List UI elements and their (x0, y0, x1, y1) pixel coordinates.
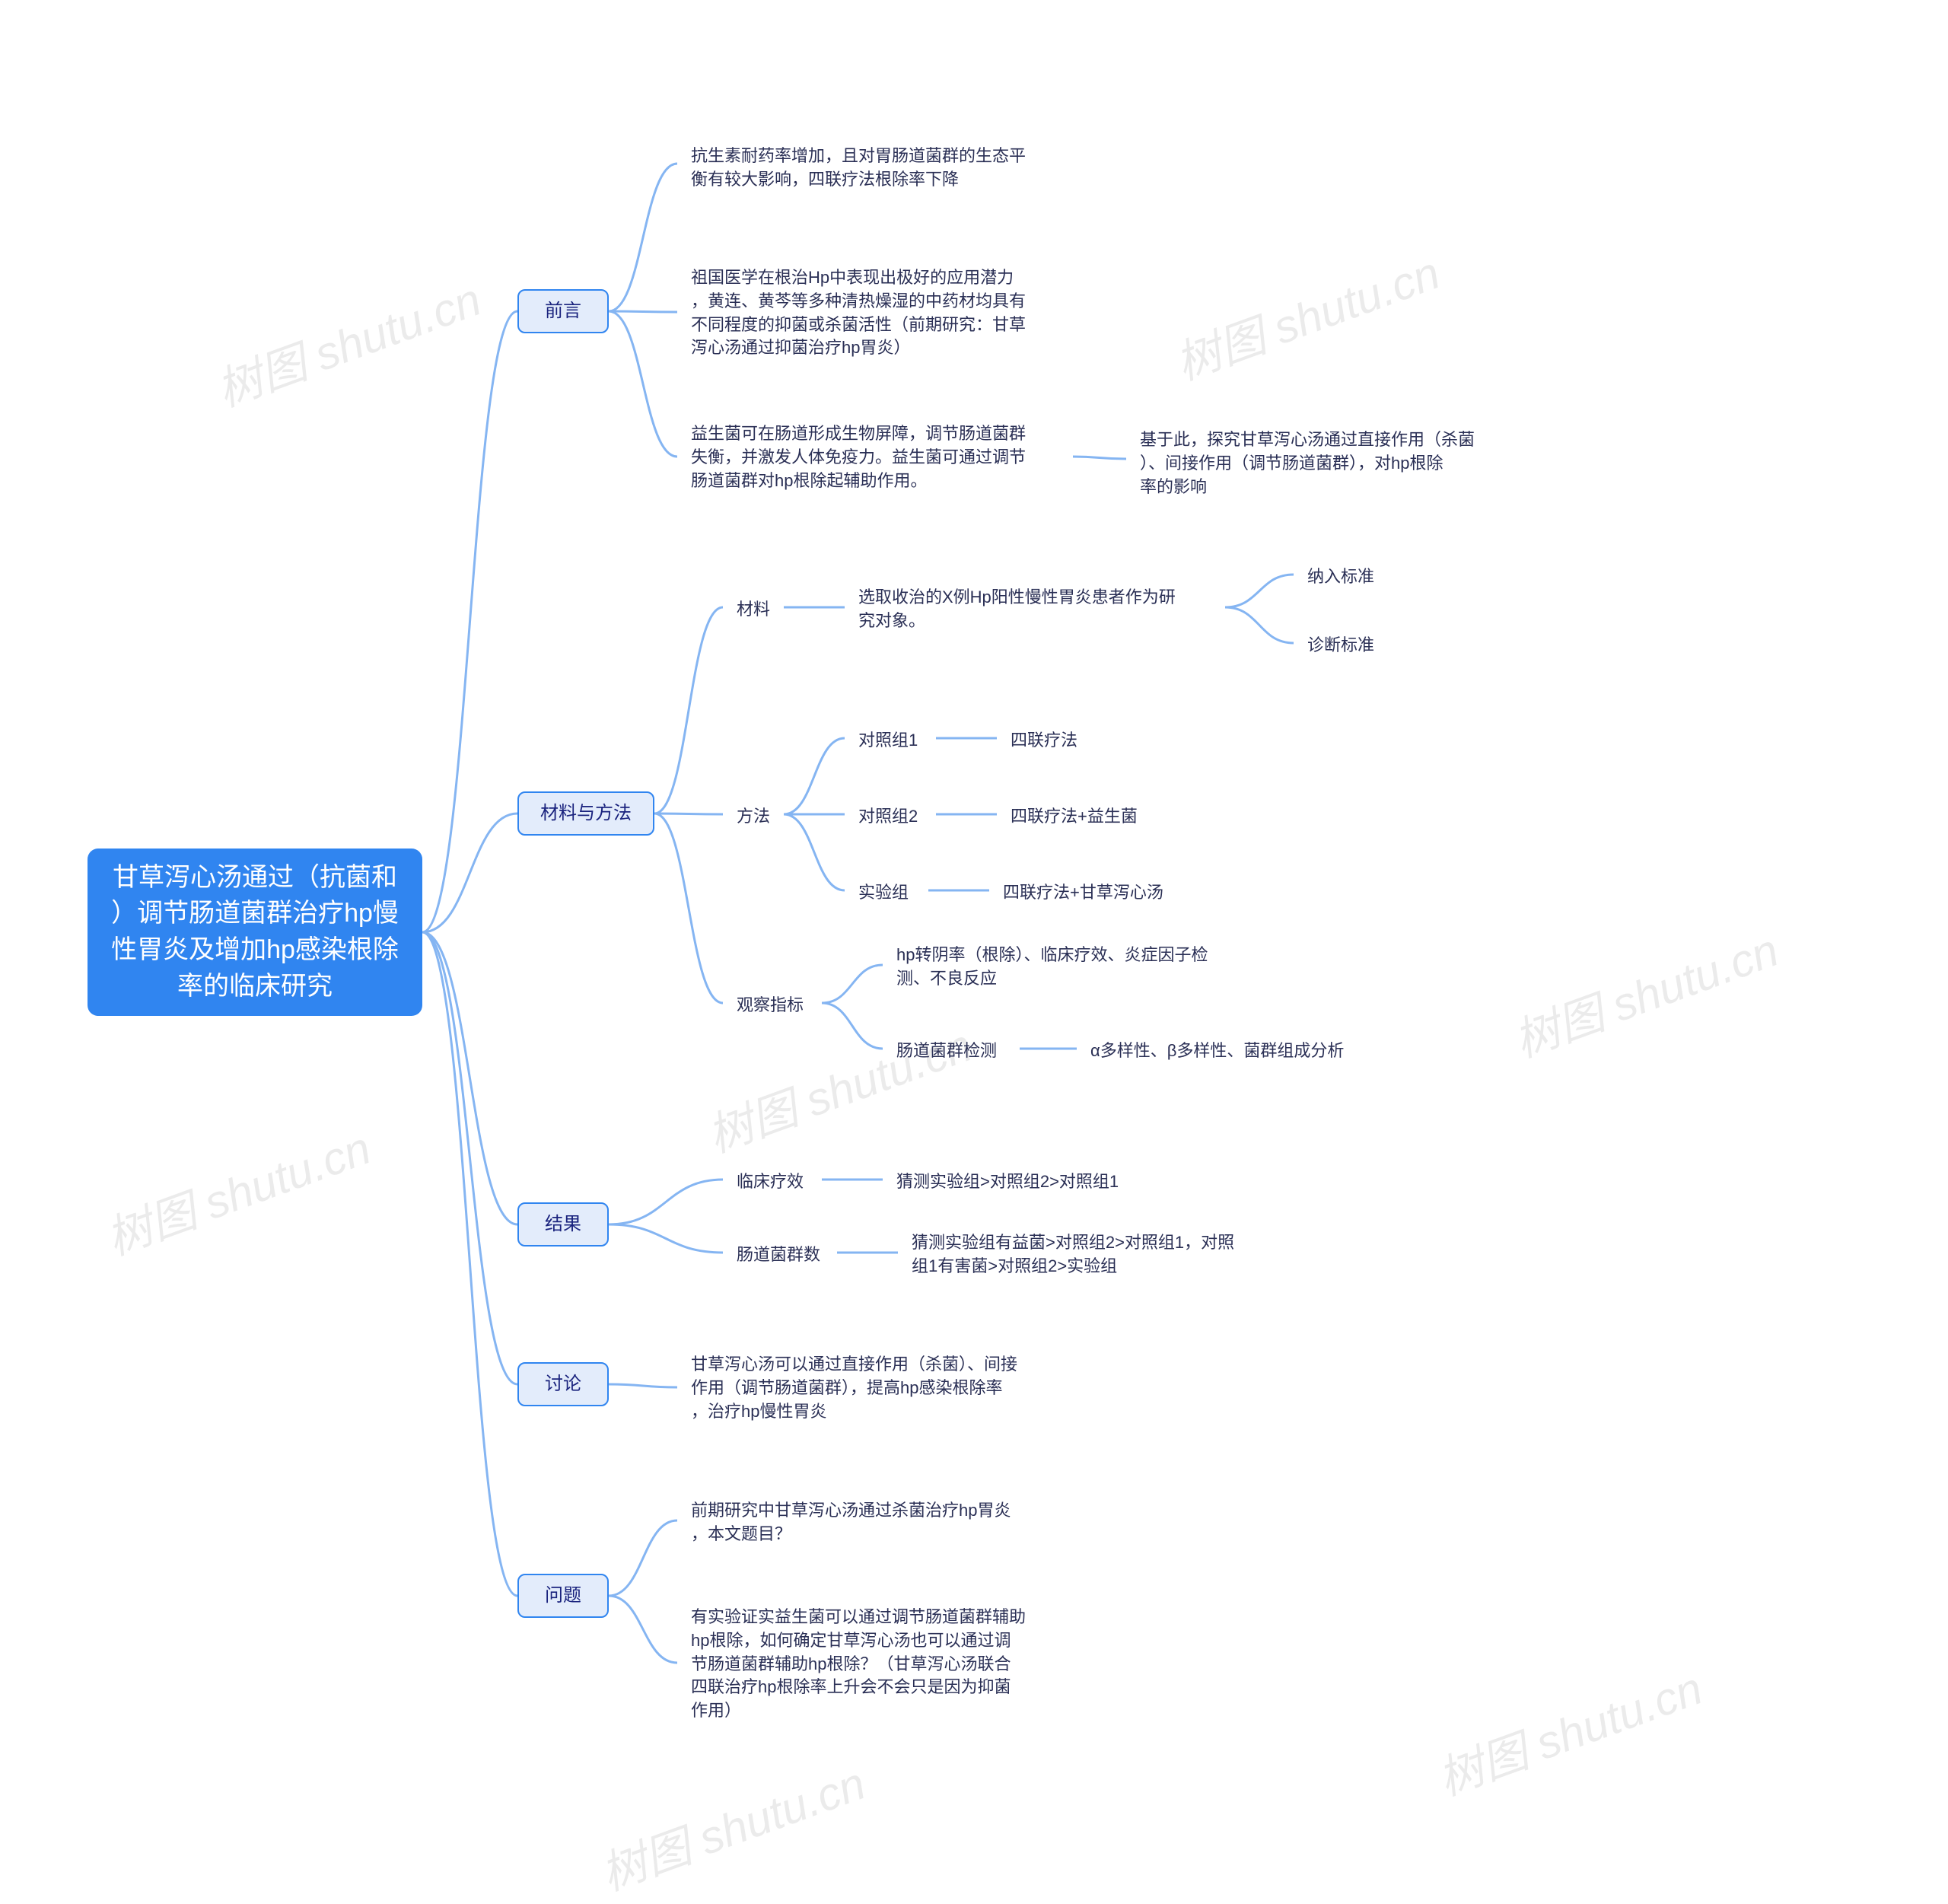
branch-node-preface[interactable]: 前言 (517, 289, 609, 333)
leaf-node-res2[interactable]: 肠道菌群数 (723, 1236, 837, 1275)
node-label: hp转阴率（根除）、临床疗效、炎症因子检 测、不良反应 (896, 944, 1208, 991)
node-label: 材料与方法 (540, 801, 632, 826)
node-label: 猜测实验组有益菌>对照组2>对照组1，对照 组1有害菌>对照组2>实验组 (912, 1231, 1234, 1278)
edge-preface-p1 (609, 164, 677, 311)
leaf-node-c1[interactable]: 对照组1 (845, 721, 936, 760)
edge-root-q (422, 932, 517, 1596)
leaf-node-q1[interactable]: 前期研究中甘草泻心汤通过杀菌治疗hp胃炎 ，本文题目？ (677, 1492, 1073, 1554)
node-label: 选取收治的X例Hp阳性慢性胃炎患者作为研 究对象。 (858, 586, 1176, 633)
node-label: α多样性、β多样性、菌群组成分析 (1090, 1040, 1344, 1063)
leaf-node-mat1a[interactable]: 纳入标准 (1294, 558, 1400, 597)
edge-q-q2 (609, 1596, 677, 1663)
edge-p3-p3a (1073, 457, 1126, 459)
node-label: 四联疗法 (1011, 729, 1077, 753)
node-label: 四联疗法+益生菌 (1011, 805, 1138, 829)
node-label: 诊断标准 (1307, 634, 1374, 657)
leaf-node-method[interactable]: 方法 (723, 798, 784, 836)
root-label: 甘草泻心汤通过（抗菌和 ）调节肠道菌群治疗hp慢 性胃炎及增加hp感染根除 率的… (111, 860, 399, 1005)
node-label: 前言 (545, 298, 581, 324)
watermark: 树图 shutu.cn (206, 263, 489, 419)
leaf-node-mat1[interactable]: 选取收治的X例Hp阳性慢性胃炎患者作为研 究对象。 (845, 578, 1225, 641)
leaf-node-c2v[interactable]: 四联疗法+益生菌 (997, 798, 1164, 836)
edge-root-mm (422, 813, 517, 932)
edge-preface-p2 (609, 311, 677, 312)
leaf-node-res1[interactable]: 临床疗效 (723, 1163, 822, 1202)
edge-root-res (422, 932, 517, 1224)
leaf-node-p2[interactable]: 祖国医学在根治Hp中表现出极好的应用潜力 ，黄连、黄芩等多种清热燥湿的中药材均具… (677, 259, 1073, 368)
edge-root-preface (422, 311, 517, 932)
edge-preface-p3 (609, 311, 677, 457)
leaf-node-p3[interactable]: 益生菌可在肠道形成生物屏障，调节肠道菌群 失衡，并激发人体免疫力。益生菌可通过调… (677, 415, 1073, 500)
edge-obs-obs2 (822, 1003, 883, 1049)
node-label: 四联疗法+甘草泻心汤 (1003, 881, 1163, 905)
node-label: 对照组1 (858, 729, 918, 753)
leaf-node-mat1b[interactable]: 诊断标准 (1294, 626, 1400, 665)
node-label: 有实验证实益生菌可以通过调节肠道菌群辅助 hp根除，如何确定甘草泻心汤也可以通过… (691, 1606, 1026, 1723)
node-label: 肠道菌群数 (737, 1243, 820, 1267)
leaf-node-c1v[interactable]: 四联疗法 (997, 721, 1103, 760)
edge-mat1-mat1b (1225, 607, 1294, 643)
node-label: 临床疗效 (737, 1170, 804, 1194)
mindmap-canvas: 树图 shutu.cn 树图 shutu.cn 树图 shutu.cn 树图 shut… (0, 0, 1948, 1873)
leaf-node-obs[interactable]: 观察指标 (723, 986, 822, 1025)
node-label: 甘草泻心汤可以通过直接作用（杀菌）、间接 作用（调节肠道菌群），提高hp感染根除… (691, 1353, 1017, 1423)
node-label: 基于此，探究甘草泻心汤通过直接作用（杀菌 ）、间接作用（调节肠道菌群），对hp根… (1140, 428, 1475, 498)
leaf-node-obs2a[interactable]: α多样性、β多样性、菌群组成分析 (1077, 1032, 1381, 1071)
branch-node-disc[interactable]: 讨论 (517, 1362, 609, 1406)
node-label: 结果 (545, 1211, 581, 1237)
node-label: 益生菌可在肠道形成生物屏障，调节肠道菌群 失衡，并激发人体免疫力。益生菌可通过调… (691, 422, 1026, 492)
leaf-node-q2[interactable]: 有实验证实益生菌可以通过调节肠道菌群辅助 hp根除，如何确定甘草泻心汤也可以通过… (677, 1598, 1073, 1730)
edge-q-q1 (609, 1520, 677, 1596)
leaf-node-d1[interactable]: 甘草泻心汤可以通过直接作用（杀菌）、间接 作用（调节肠道菌群），提高hp感染根除… (677, 1345, 1073, 1431)
node-label: 材料 (737, 598, 770, 622)
node-label: 前期研究中甘草泻心汤通过杀菌治疗hp胃炎 ，本文题目？ (691, 1499, 1011, 1546)
edge-obs-obs1 (822, 965, 883, 1003)
leaf-node-res2a[interactable]: 猜测实验组有益菌>对照组2>对照组1，对照 组1有害菌>对照组2>实验组 (898, 1224, 1294, 1286)
leaf-node-c2[interactable]: 对照组2 (845, 798, 936, 836)
leaf-node-p1[interactable]: 抗生素耐药率增加，且对胃肠道菌群的生态平 衡有较大影响，四联疗法根除率下降 (677, 137, 1073, 199)
edge-root-disc (422, 932, 517, 1384)
edge-method-c1 (784, 738, 845, 814)
watermark: 树图 shutu.cn (96, 1111, 378, 1268)
node-label: 纳入标准 (1307, 565, 1374, 589)
root-node[interactable]: 甘草泻心汤通过（抗菌和 ）调节肠道菌群治疗hp慢 性胃炎及增加hp感染根除 率的… (88, 849, 422, 1016)
branch-node-q[interactable]: 问题 (517, 1574, 609, 1618)
edge-disc-d1 (609, 1384, 677, 1387)
node-label: 方法 (737, 805, 770, 829)
leaf-node-obs1[interactable]: hp转阴率（根除）、临床疗效、炎症因子检 测、不良反应 (883, 936, 1263, 998)
node-label: 抗生素耐药率增加，且对胃肠道菌群的生态平 衡有较大影响，四联疗法根除率下降 (691, 145, 1026, 192)
leaf-node-mat[interactable]: 材料 (723, 591, 784, 629)
node-label: 问题 (545, 1583, 581, 1609)
edge-mat1-mat1a (1225, 575, 1294, 607)
watermark: 树图 shutu.cn (1165, 236, 1447, 393)
branch-node-mm[interactable]: 材料与方法 (517, 791, 654, 836)
node-label: 实验组 (858, 881, 909, 905)
edge-mm-obs (654, 813, 723, 1003)
node-label: 对照组2 (858, 805, 918, 829)
edge-mm-mat (654, 607, 723, 813)
leaf-node-res1a[interactable]: 猜测实验组>对照组2>对照组1 (883, 1163, 1157, 1202)
edge-mm-method (654, 813, 723, 814)
node-label: 猜测实验组>对照组2>对照组1 (896, 1170, 1119, 1194)
leaf-node-p3a[interactable]: 基于此，探究甘草泻心汤通过直接作用（杀菌 ）、间接作用（调节肠道菌群），对hp根… (1126, 421, 1522, 506)
node-label: 肠道菌群检测 (896, 1040, 997, 1063)
watermark: 树图 shutu.cn (590, 1746, 873, 1903)
edge-res-res2 (609, 1224, 723, 1253)
edge-method-exp (784, 814, 845, 890)
node-label: 讨论 (545, 1371, 581, 1397)
watermark: 树图 shutu.cn (1428, 1651, 1710, 1808)
edge-res-res1 (609, 1180, 723, 1224)
leaf-node-exp[interactable]: 实验组 (845, 874, 928, 912)
node-label: 祖国医学在根治Hp中表现出极好的应用潜力 ，黄连、黄芩等多种清热燥湿的中药材均具… (691, 266, 1026, 360)
leaf-node-expv[interactable]: 四联疗法+甘草泻心汤 (989, 874, 1202, 912)
leaf-node-obs2[interactable]: 肠道菌群检测 (883, 1032, 1020, 1071)
watermark: 树图 shutu.cn (1504, 913, 1786, 1070)
node-label: 观察指标 (737, 994, 804, 1017)
branch-node-res[interactable]: 结果 (517, 1202, 609, 1247)
